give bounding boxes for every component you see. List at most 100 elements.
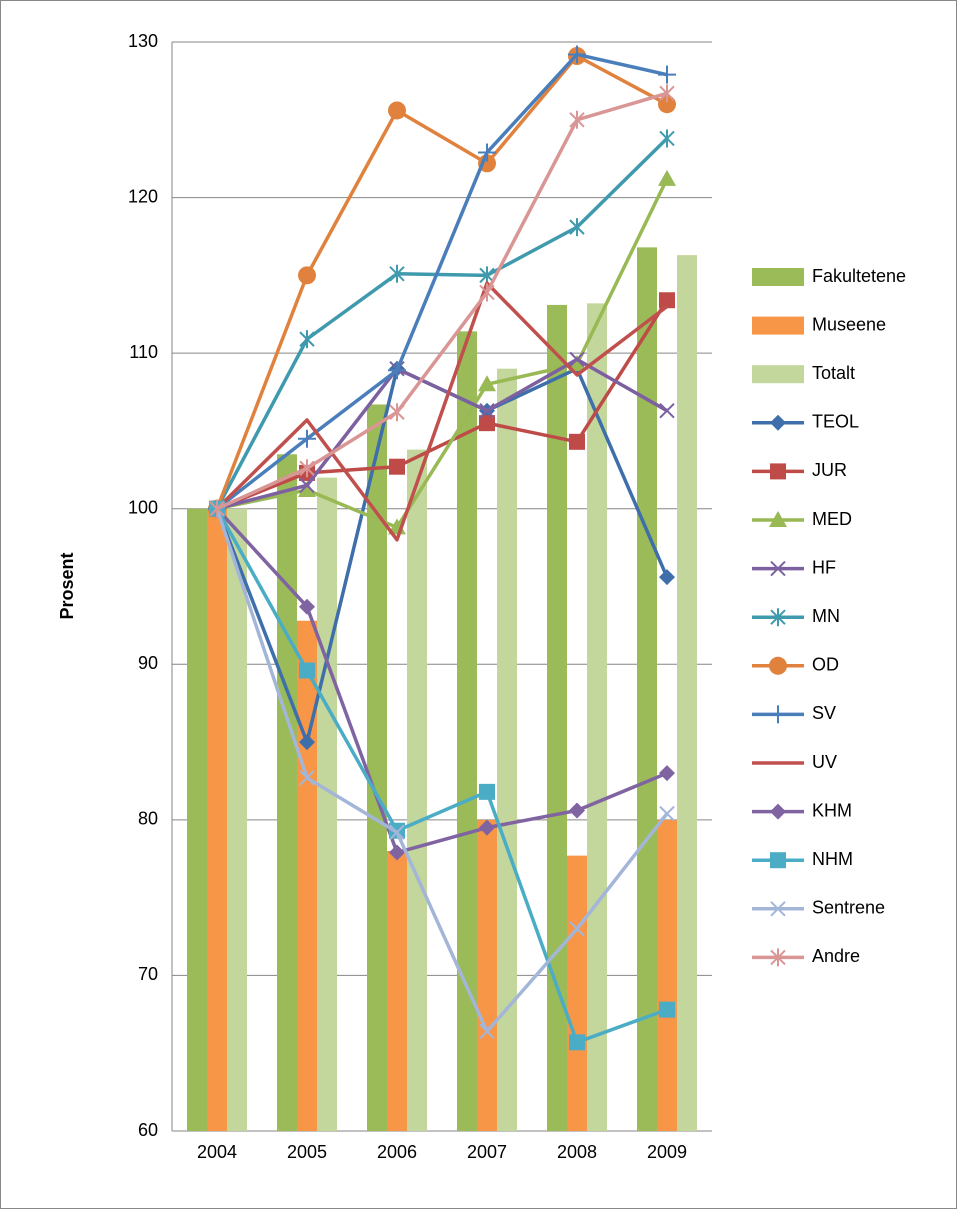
marker	[299, 662, 315, 679]
marker	[479, 783, 495, 800]
marker	[770, 463, 786, 480]
line	[216, 178, 669, 530]
marker	[389, 458, 405, 475]
marker	[770, 948, 786, 967]
y-tick-label: 60	[138, 1120, 158, 1140]
x-tick-label: 2005	[287, 1142, 327, 1162]
marker	[659, 292, 675, 309]
marker	[659, 805, 675, 822]
marker	[479, 402, 495, 419]
bar	[657, 819, 677, 1131]
marker	[769, 656, 787, 675]
marker	[299, 770, 315, 786]
legend-swatch	[752, 268, 804, 286]
legend-label: KHM	[812, 800, 852, 820]
bar	[297, 620, 317, 1131]
bar	[477, 819, 497, 1131]
marker	[770, 901, 786, 917]
marker	[659, 84, 675, 103]
bar	[187, 508, 207, 1131]
legend-label: HF	[812, 557, 836, 577]
bar	[407, 449, 427, 1131]
legend-label: SV	[812, 703, 836, 723]
line	[216, 299, 669, 511]
marker	[479, 819, 495, 836]
x-tick-label: 2008	[557, 1142, 597, 1162]
bar	[497, 368, 517, 1131]
marker	[658, 95, 676, 114]
bar	[677, 255, 697, 1131]
marker	[299, 459, 315, 478]
marker	[389, 403, 405, 422]
bar	[637, 247, 657, 1132]
x-tick-label: 2004	[197, 1142, 237, 1162]
bar	[277, 454, 297, 1131]
marker	[299, 477, 315, 494]
bar	[547, 304, 567, 1131]
marker	[569, 802, 585, 819]
marker	[658, 169, 676, 186]
bar	[387, 850, 407, 1131]
line	[216, 91, 668, 511]
x-tick-label: 2006	[377, 1142, 417, 1162]
marker	[298, 481, 316, 498]
line	[215, 54, 668, 510]
marker	[770, 852, 786, 869]
bar	[317, 477, 337, 1132]
bar	[207, 508, 227, 1131]
legend-label: Sentrene	[812, 898, 885, 918]
y-tick-label: 120	[128, 186, 158, 206]
marker	[569, 1034, 585, 1051]
legend-label: MED	[812, 509, 852, 529]
y-tick-label: 70	[138, 964, 158, 984]
marker	[388, 361, 406, 380]
marker	[209, 499, 225, 518]
marker	[298, 266, 316, 285]
marker	[569, 921, 585, 937]
legend-label: MN	[812, 606, 840, 626]
marker	[298, 429, 316, 448]
marker	[389, 264, 405, 283]
x-tick-label: 2007	[467, 1142, 507, 1162]
marker	[299, 330, 315, 349]
marker	[568, 355, 586, 372]
y-tick-label: 130	[128, 31, 158, 51]
bar	[457, 331, 477, 1131]
legend-label: Museene	[812, 314, 886, 334]
marker	[659, 402, 675, 419]
marker	[769, 511, 787, 527]
line	[215, 507, 668, 855]
bar	[367, 404, 387, 1131]
marker	[569, 433, 585, 450]
bar	[227, 508, 247, 1131]
marker	[569, 110, 585, 129]
line-series	[209, 84, 675, 518]
marker	[388, 101, 406, 120]
marker	[299, 734, 315, 751]
legend-label: OD	[812, 655, 839, 675]
bar	[587, 303, 607, 1131]
marker	[659, 1001, 675, 1018]
marker	[770, 803, 786, 820]
marker	[389, 824, 405, 841]
legend-label: Andre	[812, 946, 860, 966]
marker	[658, 65, 676, 84]
legend-label: Fakultetene	[812, 266, 906, 286]
marker	[659, 129, 675, 148]
y-tick-label: 110	[129, 342, 158, 362]
line-series	[215, 281, 669, 542]
marker	[770, 414, 786, 431]
marker	[659, 569, 675, 586]
legend-swatch	[752, 365, 804, 384]
legend-swatch	[752, 316, 804, 335]
marker	[479, 283, 495, 302]
legend-label: Totalt	[812, 363, 855, 383]
legend-label: UV	[812, 752, 837, 772]
marker	[299, 598, 315, 615]
y-axis-label: Prosent	[57, 552, 77, 619]
y-tick-label: 80	[138, 809, 158, 829]
marker	[568, 45, 586, 64]
line	[215, 137, 669, 510]
